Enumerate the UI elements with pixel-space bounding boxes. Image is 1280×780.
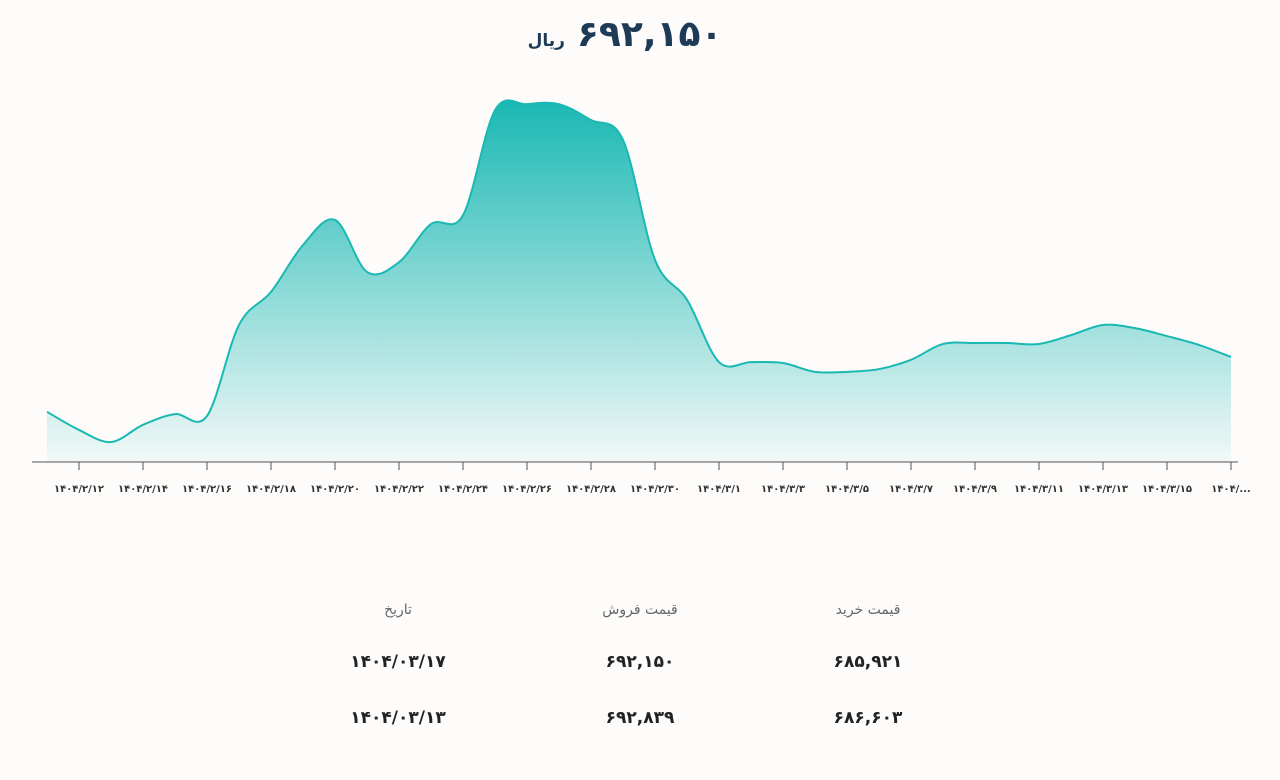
table-cell: ۱۴۰۴/۰۳/۱۳ [350, 708, 446, 728]
x-tick-label: ۱۴۰۴/۳/۵ [825, 484, 869, 495]
x-tick-label: ۱۴۰۴/۲/۱۴ [118, 484, 168, 495]
current-price: ۶۹۲,۱۵۰ [576, 14, 723, 55]
x-tick-label: ۱۴۰۴/۳/۷ [889, 484, 933, 495]
x-tick-label: ۱۴۰۴/۲/۲۸ [566, 484, 616, 495]
chart: ۱۴۰۴/۲/۱۲ ۱۴۰۴/۲/۱۴ ۱۴۰۴/۲/۱۶ ۱۴۰۴/۲/۱۸ ۱۴۰۴… [32, 99, 1251, 495]
x-tick-label: ۱۴۰۴/۲/۲۴ [438, 484, 488, 495]
x-tick-label: ۱۴۰۴/۲/۲۲ [374, 484, 424, 495]
x-tick-label: ۱۴۰۴/۳/۱۳ [1078, 484, 1128, 495]
x-tick-label: ۱۴۰۴/۲/۱۸ [246, 484, 296, 495]
x-tick-label: ۱۴۰۴/۲/۱۲ [54, 484, 104, 495]
x-tick-label: ۱۴۰۴/۳/۱ [697, 484, 741, 495]
column-header: تاریخ [384, 602, 412, 618]
x-tick-label: ۱۴۰۴/۲/۳۰ [630, 484, 680, 495]
column-header: قیمت فروش [602, 602, 678, 618]
x-tick-label: ۱۴۰۴/۲/۲۰ [310, 484, 360, 495]
price-header: ۶۹۲,۱۵۰ ریال [0, 14, 1250, 55]
table-cell: ۶۸۶,۶۰۳ [833, 708, 903, 728]
table-cell: ۶۹۲,۱۵۰ [605, 652, 675, 672]
x-tick-label: ۱۴۰۴/۳/۳ [761, 484, 805, 495]
x-tick-label: ۱۴۰۴/۲/۱۶ [182, 484, 232, 495]
x-tick-label: ۱۴۰۴/۳/۱۱ [1014, 484, 1064, 495]
currency-unit: ریال [527, 31, 565, 51]
column-header: قیمت خرید [835, 602, 901, 618]
area-line [46, 99, 1232, 444]
table-cell: ۶۹۲,۸۳۹ [605, 708, 675, 728]
table-cell: ۱۴۰۴/۰۳/۱۷ [350, 652, 446, 672]
x-tick-label: ۱۴۰۴/۳/۱۵ [1142, 484, 1192, 495]
table-cell: ۶۸۵,۹۲۱ [833, 652, 903, 672]
x-tick-label: ۱۴۰۴/۲/۲۶ [502, 484, 552, 495]
x-tick-label: ۱۴۰۴/۳/۹ [953, 484, 997, 495]
x-tick-label: ۱۴۰۴/... [1211, 484, 1250, 495]
area-fill [47, 100, 1231, 463]
